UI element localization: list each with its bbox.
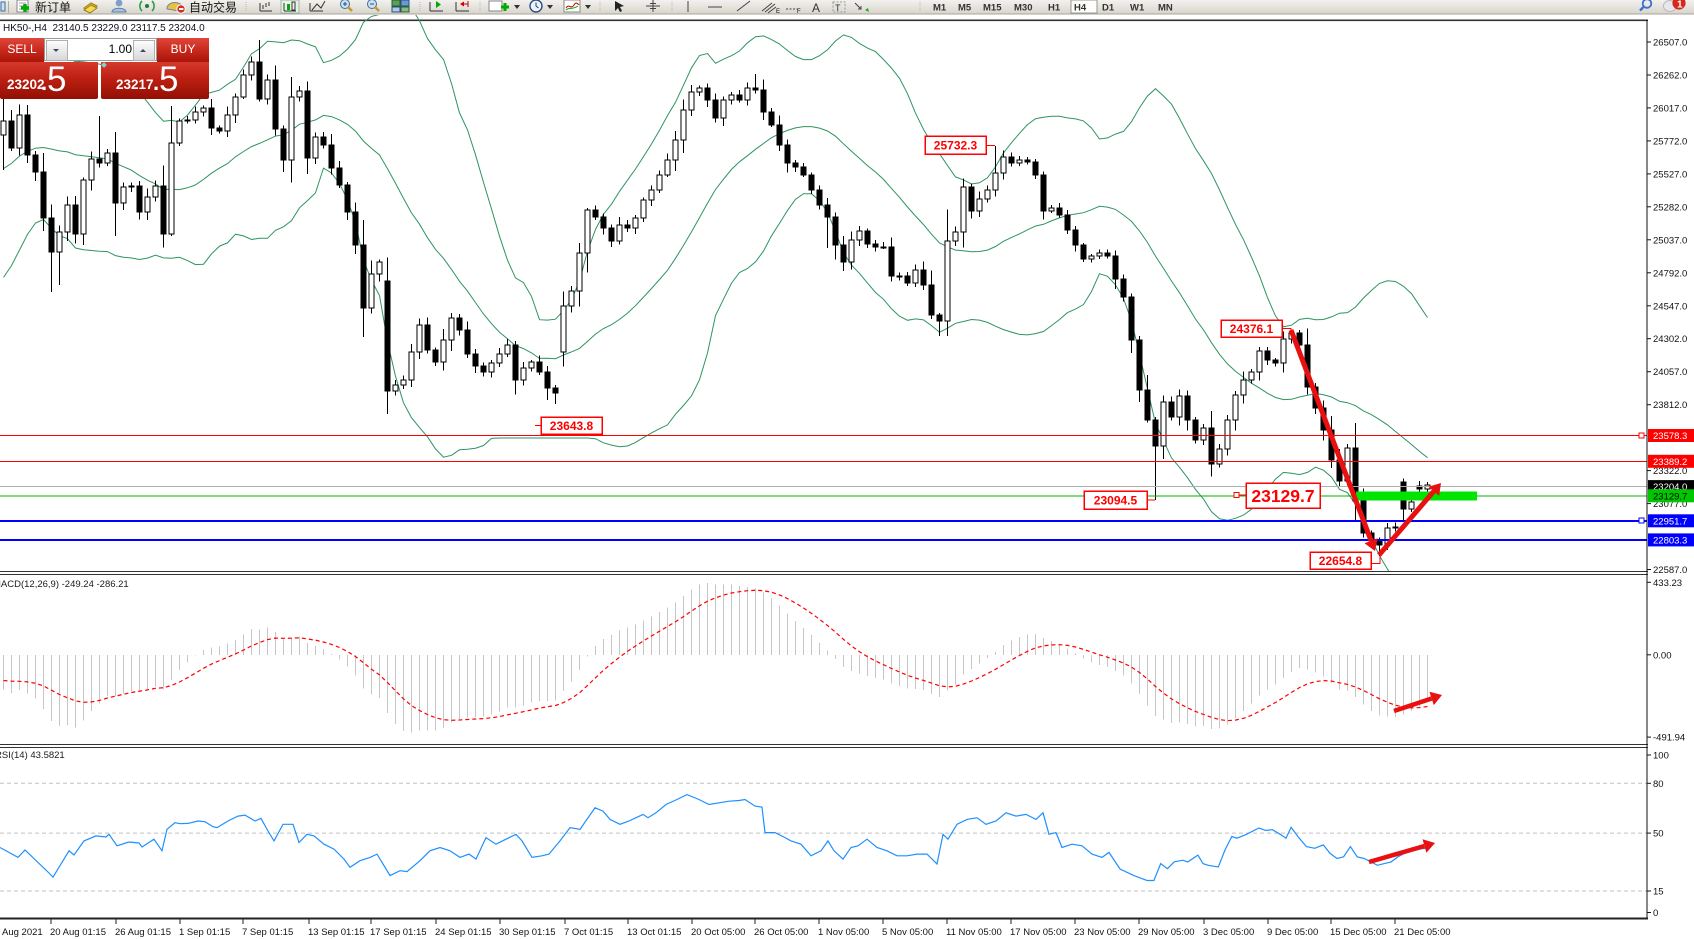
svg-text:23204.0: 23204.0 [1653, 482, 1687, 493]
svg-text:22654.8: 22654.8 [1319, 554, 1363, 568]
svg-text:13 Oct 01:15: 13 Oct 01:15 [627, 927, 681, 938]
svg-text:7 Oct 01:15: 7 Oct 01:15 [564, 927, 613, 938]
svg-text:25527.0: 25527.0 [1653, 169, 1687, 180]
svg-text:15: 15 [1653, 887, 1664, 898]
svg-text:24302.0: 24302.0 [1653, 334, 1687, 345]
svg-text:-491.94: -491.94 [1653, 733, 1685, 744]
svg-text:7 Sep 01:15: 7 Sep 01:15 [242, 927, 293, 938]
svg-text:23129.7: 23129.7 [1653, 491, 1687, 502]
svg-text:新订单: 新订单 [35, 0, 71, 15]
svg-text:30 Sep 01:15: 30 Sep 01:15 [499, 927, 556, 938]
svg-text:26017.0: 26017.0 [1653, 103, 1687, 114]
svg-text:24376.1: 24376.1 [1230, 322, 1274, 336]
svg-text:23094.5: 23094.5 [1094, 493, 1138, 507]
svg-text:24792.0: 24792.0 [1653, 268, 1687, 279]
svg-text:24 Sep 01:15: 24 Sep 01:15 [435, 927, 492, 938]
svg-text:F: F [797, 9, 801, 15]
svg-text:9 Dec 05:00: 9 Dec 05:00 [1267, 927, 1318, 938]
svg-text:15 Dec 05:00: 15 Dec 05:00 [1330, 927, 1387, 938]
svg-text:1 Sep 01:15: 1 Sep 01:15 [179, 927, 230, 938]
svg-text:24057.0: 24057.0 [1653, 367, 1687, 378]
svg-text:W1: W1 [1130, 3, 1145, 14]
svg-text:M15: M15 [983, 3, 1002, 14]
svg-text:433.23: 433.23 [1653, 578, 1682, 589]
svg-text:23 Nov 05:00: 23 Nov 05:00 [1074, 927, 1131, 938]
svg-text:17 Sep 01:15: 17 Sep 01:15 [370, 927, 427, 938]
svg-text:0.00: 0.00 [1653, 650, 1672, 661]
svg-text:26262.0: 26262.0 [1653, 71, 1687, 82]
svg-text:23129.7: 23129.7 [1251, 486, 1314, 506]
svg-text:11 Nov 05:00: 11 Nov 05:00 [946, 927, 1002, 938]
svg-text:1 Nov 05:00: 1 Nov 05:00 [818, 927, 869, 938]
svg-text:1: 1 [1677, 0, 1683, 11]
svg-text:20 Oct 05:00: 20 Oct 05:00 [691, 927, 745, 938]
svg-text:13 Sep 01:15: 13 Sep 01:15 [308, 927, 365, 938]
svg-text:23322.0: 23322.0 [1653, 466, 1687, 477]
svg-text:M1: M1 [933, 3, 947, 14]
svg-text:17 Nov 05:00: 17 Nov 05:00 [1010, 927, 1067, 938]
svg-text:23077.0: 23077.0 [1653, 499, 1687, 510]
svg-text:E: E [776, 9, 780, 15]
svg-text:RSI(14) 43.5821: RSI(14) 43.5821 [0, 750, 65, 761]
svg-text:M5: M5 [958, 3, 972, 14]
svg-text:80: 80 [1653, 779, 1664, 790]
svg-text:25037.0: 25037.0 [1653, 235, 1687, 246]
svg-text:100: 100 [1653, 751, 1669, 762]
svg-text:20 Aug 01:15: 20 Aug 01:15 [50, 927, 106, 938]
svg-text:22803.3: 22803.3 [1653, 535, 1687, 546]
svg-text:22587.0: 22587.0 [1653, 565, 1687, 576]
svg-text:26507.0: 26507.0 [1653, 38, 1687, 49]
svg-text:H1: H1 [1048, 3, 1061, 14]
svg-text:23389.2: 23389.2 [1653, 457, 1687, 468]
svg-text:自动交易: 自动交易 [189, 0, 237, 15]
svg-text:50: 50 [1653, 829, 1664, 840]
svg-text:25772.0: 25772.0 [1653, 136, 1687, 147]
svg-text:T: T [835, 3, 841, 13]
svg-text:23643.8: 23643.8 [550, 419, 594, 433]
svg-text:A: A [812, 1, 820, 15]
svg-text:H4: H4 [1074, 3, 1087, 14]
svg-text:22951.7: 22951.7 [1653, 516, 1687, 527]
svg-text:24547.0: 24547.0 [1653, 301, 1687, 312]
svg-text:29 Nov 05:00: 29 Nov 05:00 [1138, 927, 1195, 938]
svg-text:26 Aug 01:15: 26 Aug 01:15 [115, 927, 171, 938]
svg-text:Aug 2021: Aug 2021 [2, 927, 43, 938]
svg-text:23578.3: 23578.3 [1653, 431, 1687, 442]
svg-text:25732.3: 25732.3 [934, 138, 978, 152]
svg-text:5 Nov 05:00: 5 Nov 05:00 [882, 927, 933, 938]
svg-text:21 Dec 05:00: 21 Dec 05:00 [1394, 927, 1451, 938]
svg-text:M30: M30 [1014, 3, 1032, 14]
svg-text:D1: D1 [1102, 3, 1115, 14]
svg-text:3 Dec 05:00: 3 Dec 05:00 [1203, 927, 1254, 938]
svg-text:23812.0: 23812.0 [1653, 400, 1687, 411]
svg-text:MACD(12,26,9) -249.24 -286.21: MACD(12,26,9) -249.24 -286.21 [0, 579, 129, 590]
svg-text:MN: MN [1158, 3, 1173, 14]
svg-text:26 Oct 05:00: 26 Oct 05:00 [754, 927, 808, 938]
svg-text:25282.0: 25282.0 [1653, 202, 1687, 213]
svg-text:HK50-,H4 23140.5 23229.0 2311: HK50-,H4 23140.5 23229.0 23117.5 23204.0 [3, 23, 205, 34]
svg-text:0: 0 [1653, 908, 1658, 919]
